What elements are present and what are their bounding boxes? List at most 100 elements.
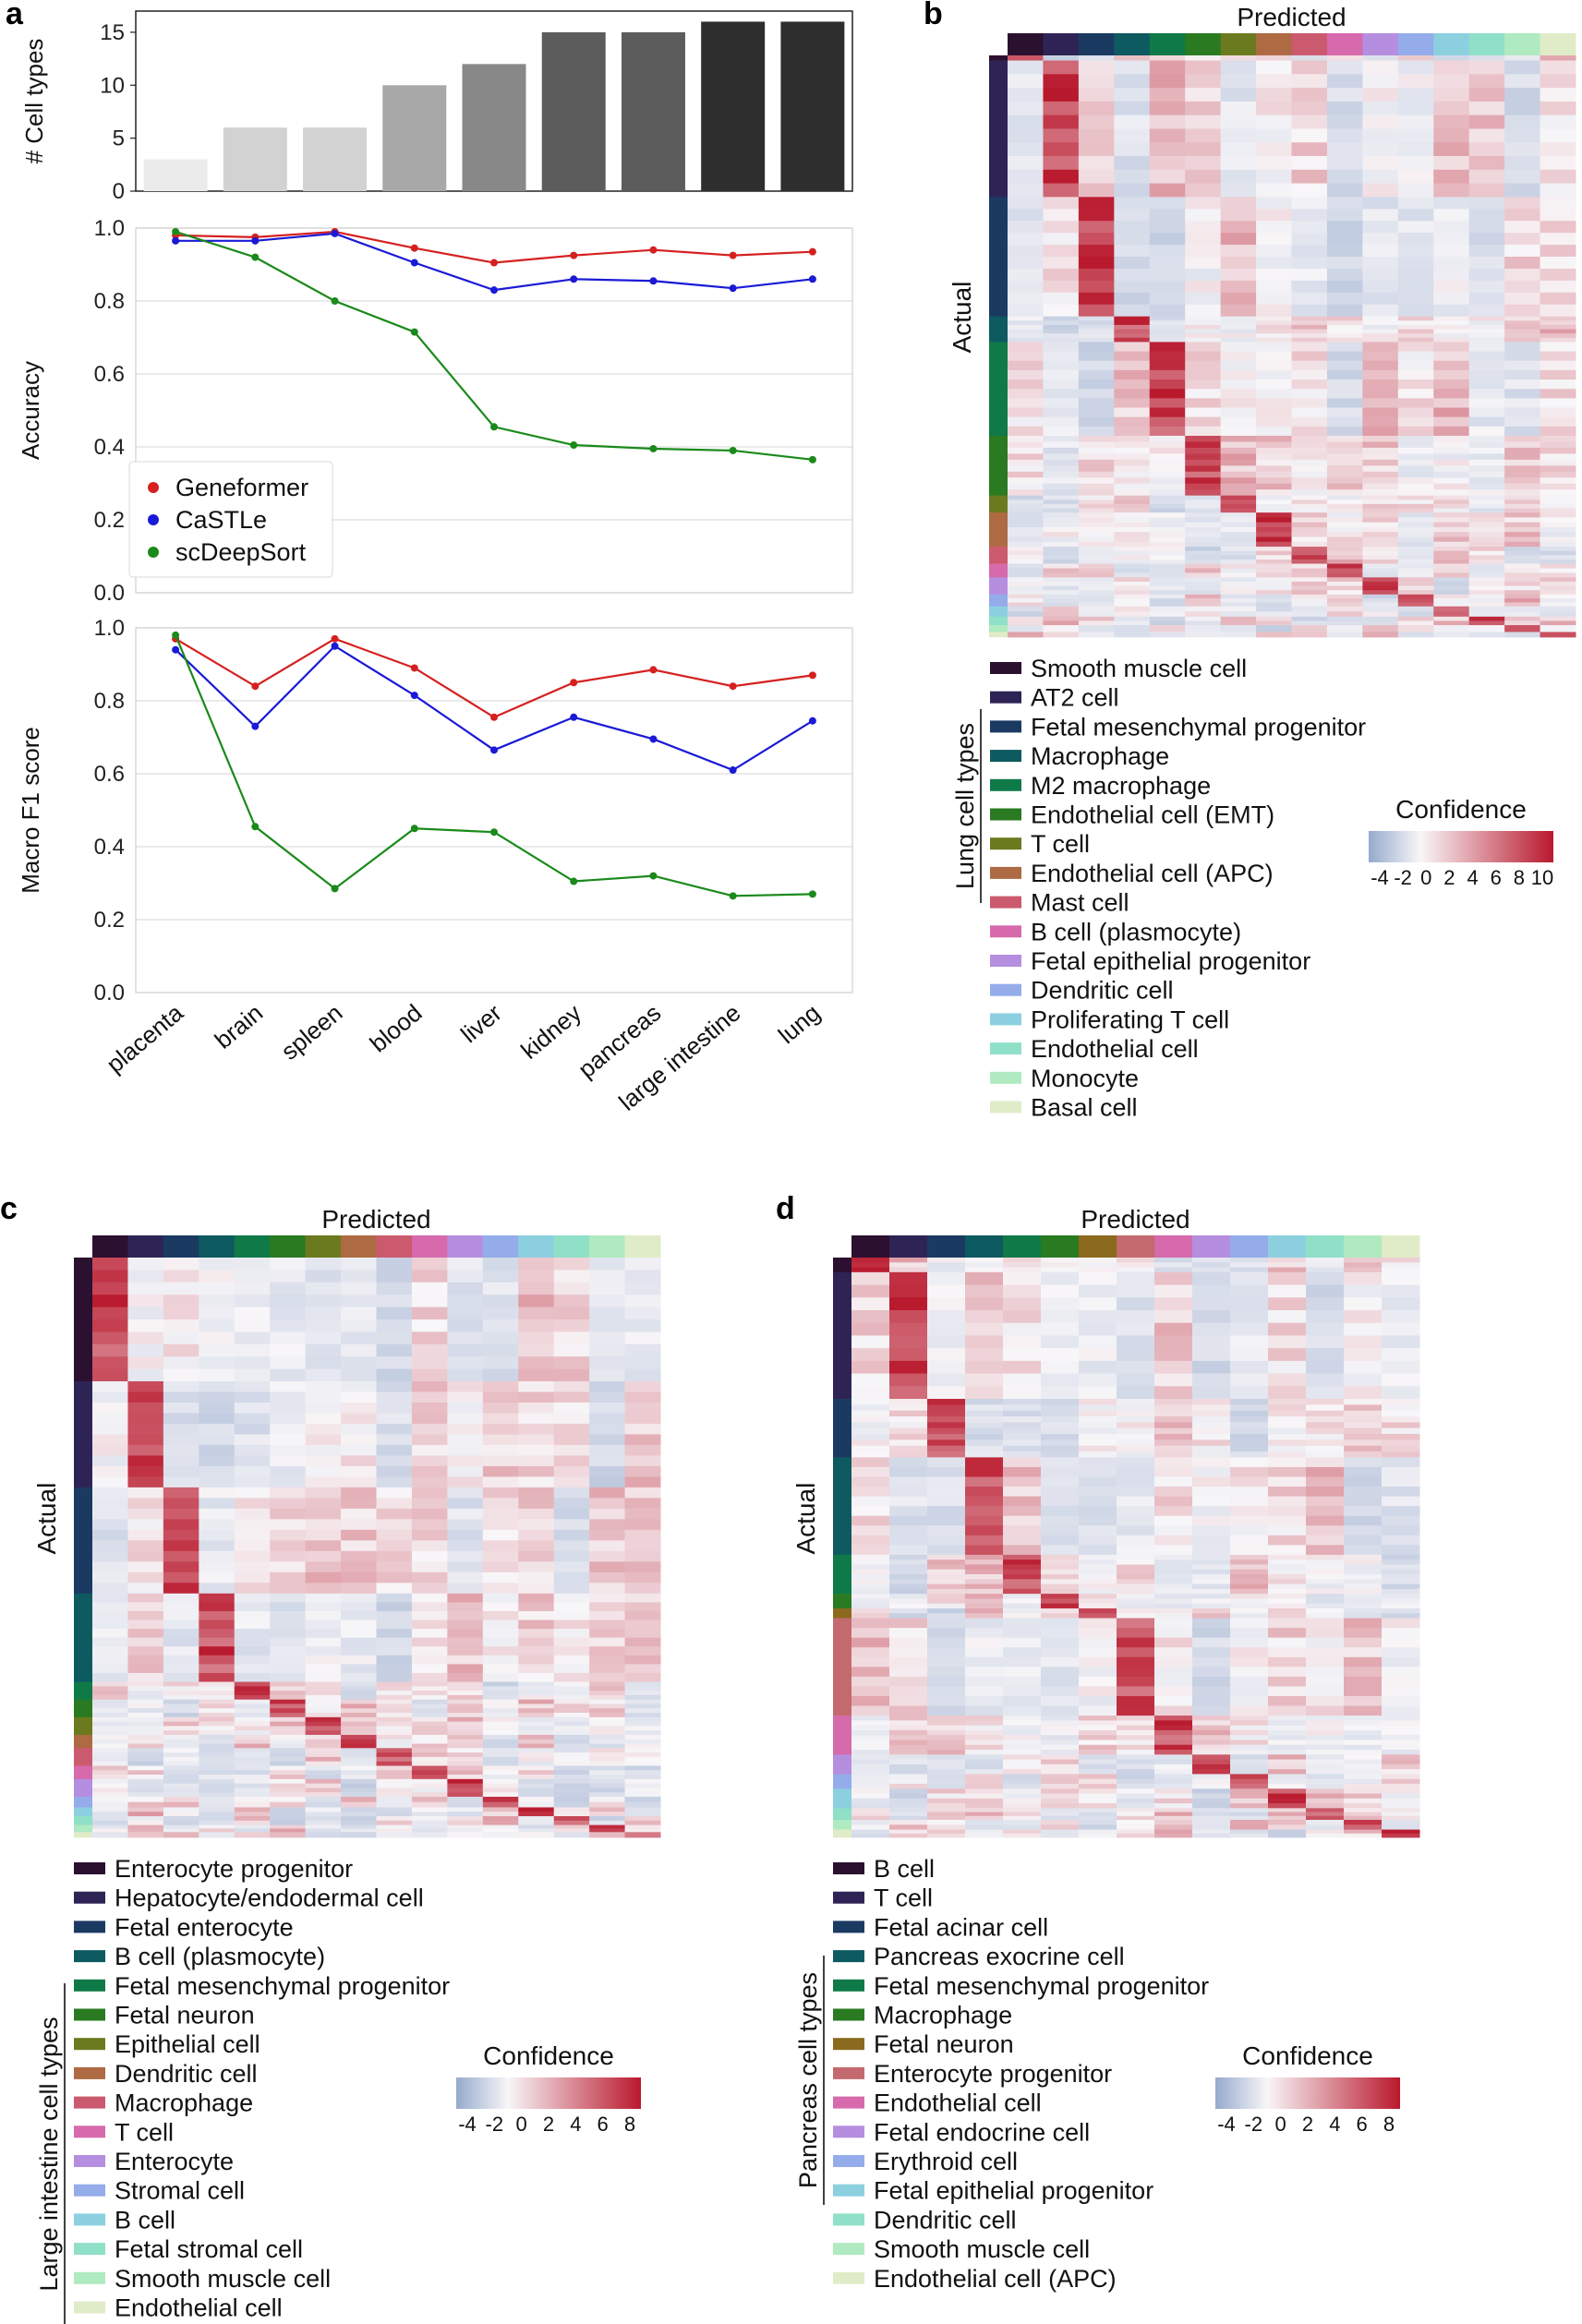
pancreas-heatmap-cell [927, 1667, 966, 1678]
xtick-label-lung: lung [773, 999, 826, 1050]
lung-heatmap-cell [1256, 360, 1292, 371]
lung-heatmap-cell [1256, 512, 1292, 518]
lung-heatmap-cell [1433, 447, 1470, 454]
pancreas-heatmap-cell [851, 1487, 890, 1497]
lung-heatmap-cell [1468, 602, 1505, 608]
pancreas-heatmap-cell [1230, 1545, 1269, 1556]
lung-heatmap-cell [1362, 221, 1399, 234]
lung-heatmap-cell [1468, 233, 1505, 246]
large-intestine-heatmap-cell [163, 1812, 199, 1817]
lung-heatmap-cell [1008, 169, 1044, 184]
large-intestine-heatmap-cell [376, 1519, 413, 1531]
large-intestine-heatmap-cell [624, 1708, 661, 1714]
pancreas-heatmap-cell [1382, 1569, 1420, 1575]
lung-heatmap-cell [1291, 379, 1328, 390]
pancreas-heatmap-cell [1306, 1667, 1345, 1678]
lung-heatmap-cell [1149, 360, 1186, 371]
lung-heatmap-cell [1185, 611, 1222, 618]
pancreas-heatmap-cell [1041, 1667, 1080, 1678]
large-intestine-heatmap-cell [376, 1734, 413, 1740]
large-intestine-heatmap-cell [234, 1816, 271, 1822]
large-intestine-heatmap-cell [163, 1694, 199, 1701]
lung-heatmap-cell [1540, 563, 1576, 569]
lung-heatmap-legend-swatch-8 [990, 896, 1021, 909]
large-intestine-heatmap-cell [624, 1403, 661, 1414]
pancreas-heatmap-cell [1003, 1262, 1042, 1268]
lung-heatmap-cell [1468, 489, 1505, 497]
large-intestine-heatmap-cell [553, 1713, 590, 1718]
pancreas-heatmap-cell [1003, 1613, 1042, 1619]
pancreas-heatmap-cell [1230, 1754, 1269, 1760]
lung-heatmap-legend-swatch-12 [990, 1013, 1021, 1026]
large-intestine-heatmap-cell [518, 1708, 555, 1714]
large-intestine-heatmap-cell [341, 1540, 377, 1552]
pancreas-heatmap-cell [1344, 1783, 1383, 1789]
lung-heatmap-cell [1433, 369, 1470, 380]
pancreas-heatmap-cell [1344, 1808, 1383, 1812]
lung-heatmap-cell [1043, 503, 1080, 509]
xtick-label-liver: liver [455, 998, 507, 1048]
lung-heatmap-col-color-6 [1220, 33, 1257, 55]
large-intestine-heatmap-cell [305, 1801, 342, 1808]
pancreas-heatmap-cell [851, 1399, 890, 1405]
lung-heatmap-cell [1185, 333, 1222, 339]
large-intestine-heatmap-cell [127, 1832, 164, 1838]
large-intestine-heatmap-cell [127, 1620, 164, 1630]
large-intestine-heatmap-cell [518, 1519, 555, 1531]
pancreas-heatmap-cell [1192, 1812, 1231, 1817]
lung-heatmap-cell [1468, 625, 1505, 632]
large-intestine-heatmap-cell [199, 1796, 235, 1803]
large-intestine-heatmap-cell [447, 1743, 484, 1749]
large-intestine-heatmap-cell [270, 1765, 307, 1771]
lung-heatmap-cell [1468, 568, 1505, 573]
large-intestine-heatmap-cell [92, 1258, 128, 1270]
large-intestine-heatmap-cell [624, 1519, 661, 1531]
large-intestine-heatmap-cell [163, 1816, 199, 1822]
large-intestine-heatmap-cell [163, 1602, 199, 1612]
pancreas-heatmap-cell [1382, 1735, 1420, 1740]
pancreas-heatmap-cell [1154, 1783, 1193, 1789]
lung-heatmap-cell [1468, 508, 1505, 513]
large-intestine-heatmap-cell [518, 1664, 555, 1674]
lung-heatmap-cell [1078, 620, 1115, 626]
pancreas-heatmap-row-color-6 [833, 1608, 851, 1619]
lung-heatmap-cell [1220, 209, 1257, 222]
accuracy-line-ytick-label: 1.0 [94, 216, 125, 241]
large-intestine-heatmap-cell [482, 1807, 519, 1812]
large-intestine-heatmap-cell [518, 1655, 555, 1665]
large-intestine-heatmap-cell [411, 1796, 448, 1803]
pancreas-heatmap-cell [851, 1335, 890, 1349]
large-intestine-heatmap-cell [127, 1319, 164, 1332]
large-intestine-heatmap-cell [624, 1444, 661, 1456]
large-intestine-heatmap-cell [305, 1403, 342, 1414]
pancreas-heatmap-cell [1344, 1608, 1383, 1614]
lung-heatmap-cell [1468, 483, 1505, 490]
pancreas-heatmap-cell [1268, 1422, 1307, 1429]
lung-heatmap-cell [1008, 369, 1044, 380]
lung-heatmap-cell [1433, 459, 1470, 466]
pancreas-heatmap-cell [1003, 1820, 1042, 1825]
pancreas-heatmap-cell [1268, 1667, 1307, 1678]
large-intestine-heatmap-cell [376, 1343, 413, 1357]
pancreas-heatmap-cell [1041, 1457, 1080, 1468]
lung-heatmap-cell [1256, 471, 1292, 478]
lung-heatmap-cell [1326, 74, 1363, 89]
large-intestine-heatmap-cell [270, 1726, 307, 1731]
large-intestine-heatmap-legend-label-4: Fetal mesenchymal progenitor [115, 1972, 450, 2000]
large-intestine-heatmap-cell [234, 1356, 271, 1370]
large-intestine-heatmap-cell [341, 1319, 377, 1332]
lung-heatmap-cell [1149, 128, 1186, 143]
pancreas-heatmap-cell [1079, 1729, 1117, 1736]
pancreas-heatmap-cell [1306, 1297, 1345, 1311]
large-intestine-heatmap-cell [305, 1778, 342, 1785]
lung-heatmap-cell [1468, 577, 1505, 583]
pancreas-heatmap-cell [1003, 1667, 1042, 1678]
large-intestine-heatmap-cell [341, 1716, 377, 1722]
pancreas-heatmap-colorbar-tick: 8 [1383, 2113, 1395, 2136]
lung-heatmap-cell [1185, 616, 1222, 621]
large-intestine-heatmap-cell [624, 1681, 661, 1687]
pancreas-heatmap-cell [1230, 1798, 1269, 1804]
pancreas-heatmap-cell [1041, 1267, 1080, 1273]
pancreas-heatmap-cell [1268, 1404, 1307, 1412]
large-intestine-heatmap-cell [127, 1734, 164, 1740]
